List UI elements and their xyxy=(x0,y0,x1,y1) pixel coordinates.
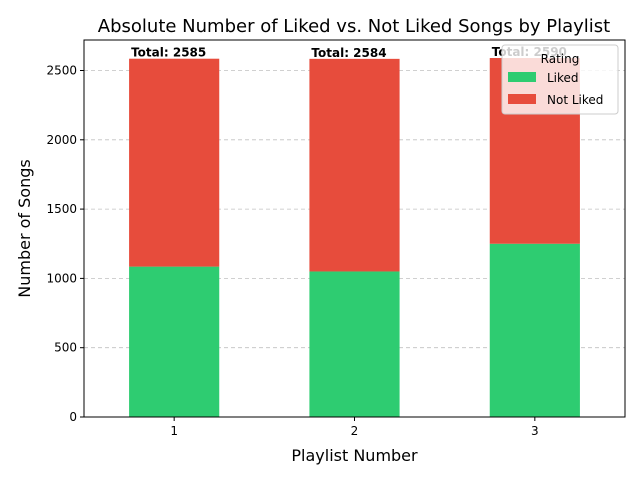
x-tick-label: 1 xyxy=(170,424,178,438)
y-tick-label: 0 xyxy=(69,410,77,424)
legend-swatch-not-liked xyxy=(508,94,536,104)
legend: Rating Liked Not Liked xyxy=(501,44,619,115)
bar-not-liked-2 xyxy=(309,58,400,272)
total-label-2: Total: 2584 xyxy=(311,46,386,60)
y-axis-ticks: 0 500 1000 1500 2000 2500 xyxy=(46,63,84,424)
bars xyxy=(129,58,580,417)
y-tick-label: 2500 xyxy=(46,63,77,77)
bar-not-liked-1 xyxy=(129,58,220,267)
legend-label-liked: Liked xyxy=(547,71,579,85)
legend-swatch-liked xyxy=(508,72,536,82)
total-label-1: Total: 2585 xyxy=(131,46,206,60)
y-tick-label: 2000 xyxy=(46,133,77,147)
chart-title: Absolute Number of Liked vs. Not Liked S… xyxy=(98,16,610,37)
legend-title: Rating xyxy=(541,52,580,66)
bar-liked-3 xyxy=(489,243,580,417)
x-tick-label: 2 xyxy=(351,424,359,438)
y-tick-label: 500 xyxy=(54,341,77,355)
y-tick-label: 1500 xyxy=(46,202,77,216)
bar-liked-2 xyxy=(309,271,400,417)
x-tick-label: 3 xyxy=(531,424,539,438)
legend-label-not-liked: Not Liked xyxy=(547,93,603,107)
x-axis-label: Playlist Number xyxy=(291,446,418,465)
x-axis-ticks: 1 2 3 xyxy=(170,417,539,438)
bar-liked-1 xyxy=(129,266,220,417)
y-tick-label: 1000 xyxy=(46,271,77,285)
y-axis-label: Number of Songs xyxy=(15,159,34,297)
